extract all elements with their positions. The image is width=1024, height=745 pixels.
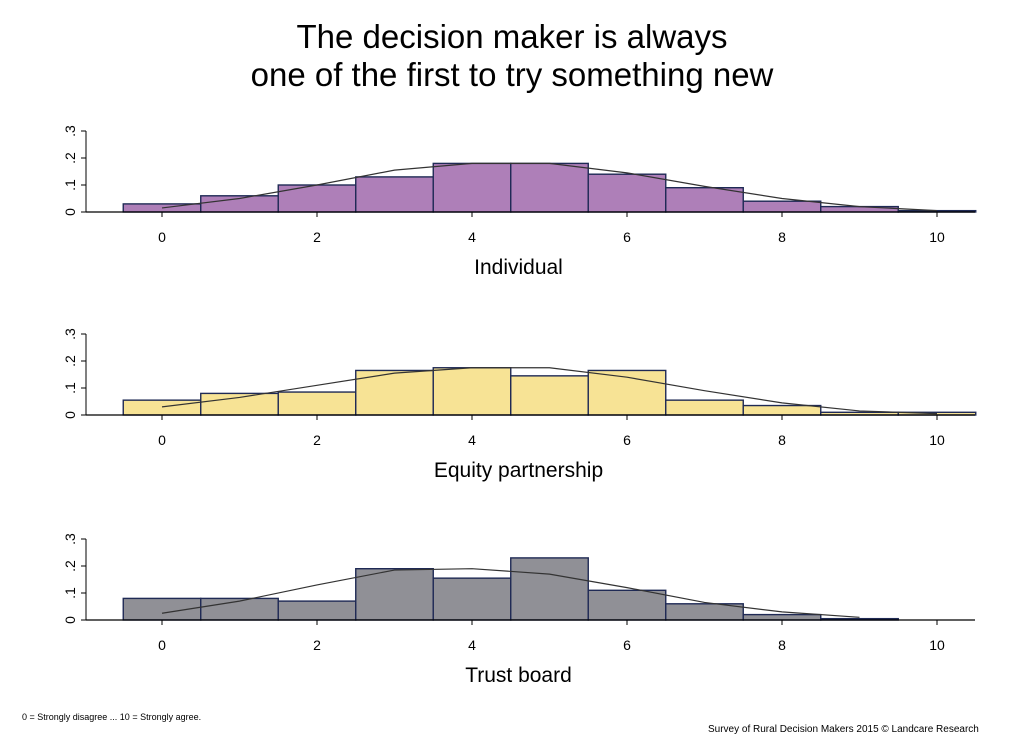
- density-curve: [161, 367, 938, 415]
- histogram-bar: [432, 162, 512, 213]
- histogram-bar: [277, 600, 357, 621]
- histogram-bar: [355, 176, 434, 213]
- y-tick-label: .2: [62, 152, 78, 164]
- x-tick-label: 6: [623, 432, 631, 448]
- y-tick-label: .2: [62, 355, 78, 367]
- chart-title-line-1: The decision maker is always: [296, 18, 728, 55]
- x-tick-label: 0: [158, 637, 166, 653]
- density-curve: [161, 162, 938, 212]
- y-tick-label: .3: [62, 533, 78, 545]
- histogram-bar: [587, 369, 667, 416]
- x-tick-label: 8: [778, 432, 786, 448]
- histogram-bar: [432, 367, 512, 416]
- histogram-bar: [510, 375, 589, 416]
- x-tick-label: 2: [313, 432, 321, 448]
- y-tick-label: 0: [62, 616, 78, 624]
- histogram-bar: [742, 404, 822, 416]
- density-curve: [161, 568, 860, 618]
- x-tick-label: 10: [929, 432, 945, 448]
- source-credit: Survey of Rural Decision Makers 2015 © L…: [708, 724, 979, 735]
- histogram-bar: [200, 392, 279, 416]
- histogram-bar: [665, 399, 744, 416]
- histogram-bar: [742, 613, 822, 621]
- x-tick-label: 4: [468, 637, 476, 653]
- histogram-bar: [510, 557, 589, 621]
- x-tick-label: 4: [468, 432, 476, 448]
- x-tick-label: 8: [778, 229, 786, 245]
- histogram-bar: [742, 200, 822, 213]
- histogram-bar: [587, 589, 667, 621]
- histogram-bar: [665, 186, 744, 213]
- x-tick-label: 10: [929, 637, 945, 653]
- histogram-bar: [587, 173, 667, 213]
- histogram-bar: [122, 399, 202, 416]
- y-tick-label: .1: [62, 179, 78, 191]
- x-tick-label: 0: [158, 432, 166, 448]
- panel-1: 0 .1 .2 .3 0 2 4 6 8 10 Individual: [62, 125, 977, 279]
- x-tick-label: 2: [313, 637, 321, 653]
- x-tick-label: 6: [623, 229, 631, 245]
- scale-footnote: 0 = Strongly disagree ... 10 = Strongly …: [22, 712, 202, 722]
- y-tick-label: .2: [62, 560, 78, 572]
- histogram-bar: [355, 568, 434, 621]
- histogram-bar: [820, 205, 899, 213]
- panel-title: Individual: [474, 256, 563, 279]
- y-tick-label: 0: [62, 208, 78, 216]
- panel-3: 0 .1 .2 .3 0 2 4 6 8 10 Trust board: [62, 533, 975, 687]
- y-tick-label: .1: [62, 382, 78, 394]
- histogram-bar: [510, 162, 589, 213]
- y-tick-label: .3: [62, 328, 78, 340]
- chart-title-line-2: one of the first to try something new: [250, 56, 774, 93]
- y-tick-label: 0: [62, 411, 78, 419]
- x-tick-label: 4: [468, 229, 476, 245]
- chart-title: The decision maker is always one of the …: [0, 18, 1024, 94]
- x-tick-label: 0: [158, 229, 166, 245]
- x-tick-label: 10: [929, 229, 945, 245]
- panel-title: Equity partnership: [434, 459, 603, 482]
- x-tick-label: 2: [313, 229, 321, 245]
- panel-title: Trust board: [465, 664, 572, 687]
- x-tick-label: 6: [623, 637, 631, 653]
- histogram-bar: [277, 184, 357, 213]
- panel-2: 0 .1 .2 .3 0 2 4 6 8 10 Equity partnership: [62, 328, 977, 482]
- histogram-bar: [432, 577, 512, 621]
- histogram-bar: [277, 391, 357, 416]
- y-tick-label: .1: [62, 587, 78, 599]
- y-tick-label: .3: [62, 125, 78, 137]
- x-tick-label: 8: [778, 637, 786, 653]
